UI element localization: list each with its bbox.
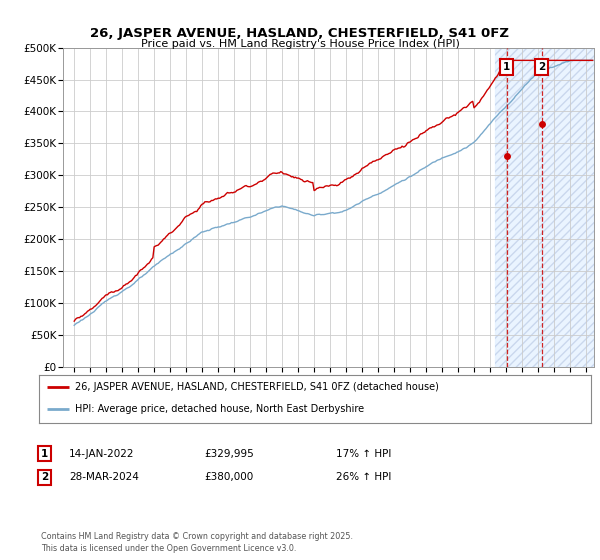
Text: 26, JASPER AVENUE, HASLAND, CHESTERFIELD, S41 0FZ: 26, JASPER AVENUE, HASLAND, CHESTERFIELD… bbox=[91, 27, 509, 40]
Text: 28-MAR-2024: 28-MAR-2024 bbox=[69, 472, 139, 482]
Text: Contains HM Land Registry data © Crown copyright and database right 2025.
This d: Contains HM Land Registry data © Crown c… bbox=[41, 533, 353, 553]
Text: £380,000: £380,000 bbox=[204, 472, 253, 482]
Text: Price paid vs. HM Land Registry's House Price Index (HPI): Price paid vs. HM Land Registry's House … bbox=[140, 39, 460, 49]
Text: 1: 1 bbox=[503, 62, 510, 72]
Text: 26% ↑ HPI: 26% ↑ HPI bbox=[336, 472, 391, 482]
Text: 14-JAN-2022: 14-JAN-2022 bbox=[69, 449, 134, 459]
Text: 26, JASPER AVENUE, HASLAND, CHESTERFIELD, S41 0FZ (detached house): 26, JASPER AVENUE, HASLAND, CHESTERFIELD… bbox=[75, 382, 439, 392]
Text: HPI: Average price, detached house, North East Derbyshire: HPI: Average price, detached house, Nort… bbox=[75, 404, 364, 414]
Text: 2: 2 bbox=[538, 62, 545, 72]
Text: 2: 2 bbox=[41, 472, 48, 482]
Bar bbox=[495, 48, 594, 367]
Text: 1: 1 bbox=[41, 449, 48, 459]
Text: 17% ↑ HPI: 17% ↑ HPI bbox=[336, 449, 391, 459]
Text: £329,995: £329,995 bbox=[204, 449, 254, 459]
Bar bbox=[495, 48, 594, 367]
